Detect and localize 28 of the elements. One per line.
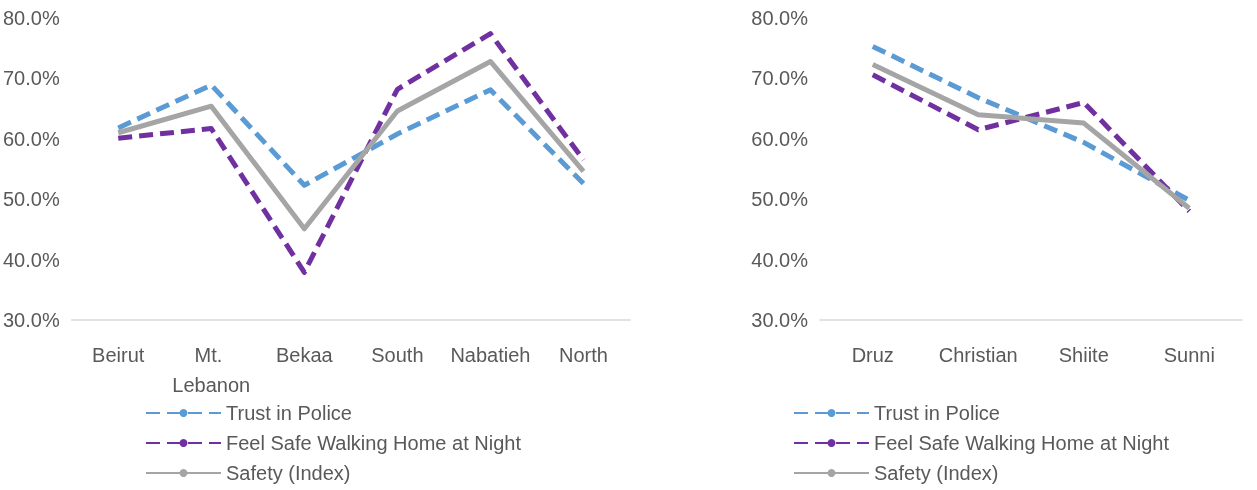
legend-label: Safety (Index): [226, 462, 351, 484]
legend-label: Trust in Police: [226, 402, 352, 424]
legend-label: Feel Safe Walking Home at Night: [874, 432, 1170, 454]
x-tick-label: Christian: [938, 344, 1018, 366]
y-tick-label: 70.0%: [751, 67, 809, 90]
legend-label: Safety (Index): [874, 462, 999, 484]
x-tick-label: Shiite: [1058, 344, 1109, 366]
y-tick-label: 50.0%: [751, 188, 809, 211]
x-tick-label: Bekaa: [275, 344, 334, 366]
y-tick-label: 80.0%: [2, 7, 60, 29]
x-tick-label: Nabatieh: [450, 344, 531, 366]
x-tick-label: North: [559, 344, 608, 366]
x-tick-label: Mt. Lebanon: [172, 344, 251, 396]
x-tick-label: Sunni: [1163, 344, 1215, 366]
y-tick-label: 70.0%: [2, 67, 60, 90]
y-tick-label: 40.0%: [751, 248, 809, 271]
y-tick-label: 60.0%: [751, 127, 809, 150]
y-tick-label: 60.0%: [2, 127, 60, 150]
x-tick-label: Druz: [851, 344, 894, 366]
y-tick-label: 30.0%: [2, 309, 60, 331]
x-tick-label: South: [371, 344, 424, 366]
legend-label: Feel Safe Walking Home at Night: [226, 432, 522, 454]
y-tick-label: 30.0%: [751, 309, 809, 331]
y-tick-label: 40.0%: [2, 248, 60, 271]
x-tick-label: Beirut: [92, 344, 145, 366]
y-tick-label: 50.0%: [2, 188, 60, 211]
y-tick-label: 80.0%: [751, 7, 809, 29]
legend-label: Trust in Police: [874, 402, 1000, 424]
